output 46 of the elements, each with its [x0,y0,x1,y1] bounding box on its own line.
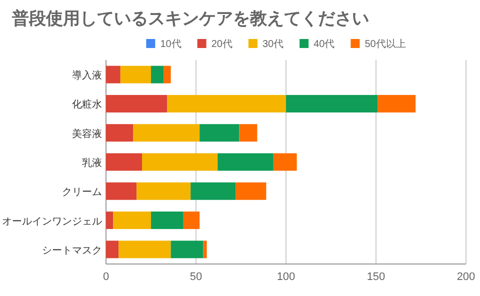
bar [133,124,200,142]
bar [106,124,133,142]
bar [151,212,184,230]
y-tick-label: 乳液 [82,157,102,169]
x-tick-label: 150 [366,271,386,283]
bar [190,182,236,200]
bar [273,153,297,171]
bar [236,182,266,200]
bar [113,212,151,230]
bar [183,212,200,230]
bar [136,182,191,200]
y-tick-label: 化粧水 [72,98,102,111]
x-tick-label: 100 [276,271,296,283]
bar [106,66,120,84]
bar [106,94,168,112]
x-tick-label: 0 [102,271,110,283]
bar [378,94,416,112]
bar [167,94,286,112]
bar [200,124,240,142]
bar [151,66,164,84]
legend-label: 50代以上 [364,38,406,50]
bar [106,153,142,171]
legend-label: 20代 [211,39,232,50]
y-tick-label: オールインワンジェル [2,216,102,228]
bar [118,240,171,258]
legend-label: 10代 [160,39,182,50]
bar [170,240,204,258]
bar [106,240,119,258]
bar [164,66,171,84]
bar [120,66,151,84]
y-tick-label: 導入液 [72,70,102,82]
x-tick-label: 200 [456,271,476,283]
legend-label: 30代 [262,39,284,50]
x-tick-label: 50 [190,271,202,283]
chart-title: 普段使用しているスキンケアを教えてください [11,8,369,28]
bar [203,240,207,258]
y-tick-label: クリーム [62,187,102,198]
bar [106,212,114,230]
legend-label: 40代 [314,39,335,50]
bar [106,182,137,200]
bar [218,153,274,171]
y-tick-label: 美容液 [72,128,102,140]
bar [239,124,258,142]
bar [142,153,218,171]
y-tick-label: シートマスク [42,245,102,256]
bar [286,94,378,112]
